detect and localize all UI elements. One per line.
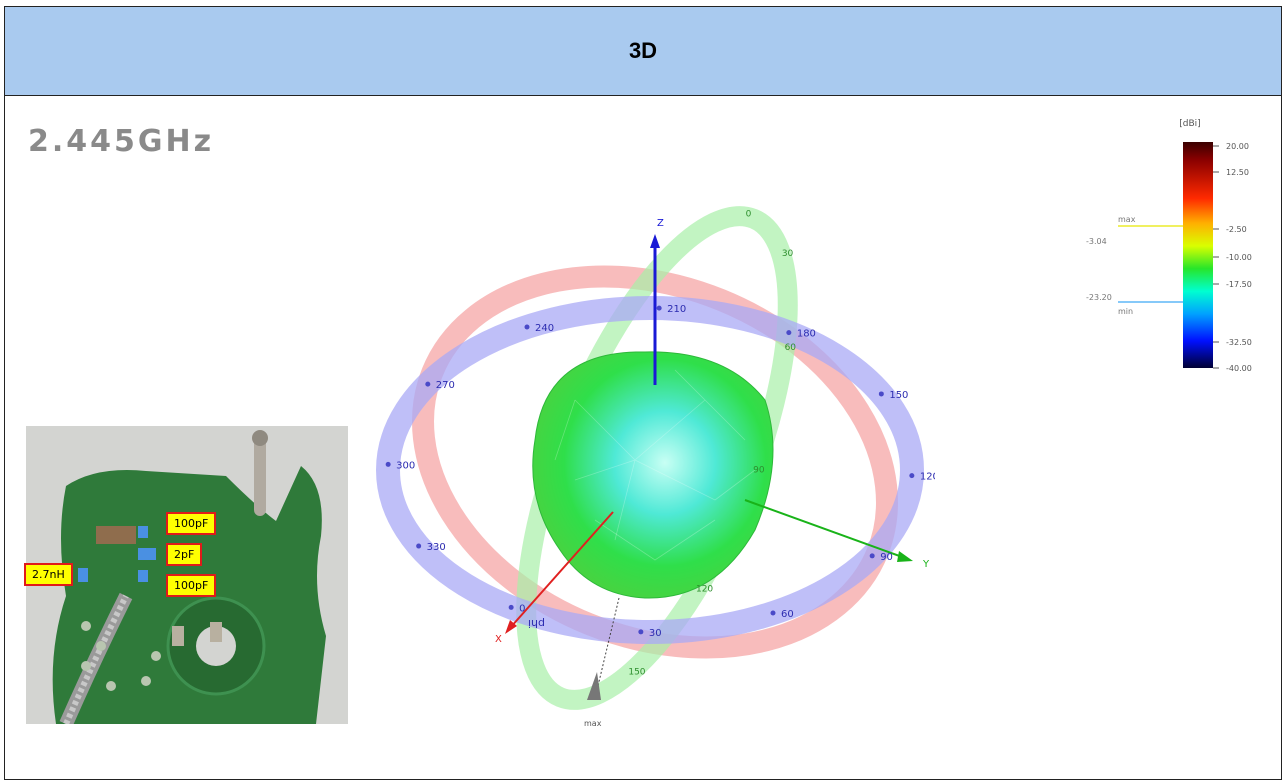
header-bar: 3D [5, 7, 1281, 96]
scale-tick-label: 20.00 [1226, 142, 1249, 151]
z-axis-arrow [650, 234, 660, 248]
phi-tick-label: 0 [519, 603, 525, 614]
phi-tick-dot [878, 391, 884, 397]
label-c2: 2pF [166, 543, 203, 566]
phi-tick-label: 300 [396, 460, 415, 471]
scale-tick-label: -2.50 [1226, 225, 1247, 234]
scale-max-label: max [1118, 215, 1136, 224]
phi-tick-dot [385, 461, 391, 467]
y-axis [744, 499, 906, 559]
scale-tick-label: 12.50 [1226, 168, 1249, 177]
phi-tick-label: 330 [427, 542, 446, 553]
phi-tick-label: 240 [535, 323, 554, 334]
y-axis-label: Y [922, 559, 930, 570]
x-axis-arrow [505, 620, 517, 634]
phi-tick-label: 210 [667, 304, 686, 315]
scale-tick-label: -10.00 [1226, 253, 1252, 262]
frequency-label: 2.445GHz [28, 124, 215, 159]
y-axis-arrow [897, 551, 913, 562]
phi-label: phi [528, 617, 545, 630]
phi-tick-label: 180 [797, 329, 816, 340]
component-c1-marker [138, 526, 148, 538]
max-marker-cone [587, 672, 601, 700]
theta-tick-label: 90 [753, 466, 765, 476]
phi-ring-ticks: 2101801501209060300330300270240 [385, 304, 939, 639]
scale-min-value: -23.20 [1086, 293, 1112, 302]
color-scale: [dBi] 20.00 12.50 -2.50 -10.00 -17.50 -32.50 -… [1080, 116, 1280, 386]
scale-tick-label: -17.50 [1226, 280, 1252, 289]
label-l1: 2.7nH [24, 563, 73, 586]
scale-gradient-bar [1183, 142, 1213, 368]
phi-tick-label: 60 [781, 609, 794, 620]
phi-tick-label: 270 [436, 380, 455, 391]
scale-min-label: min [1118, 307, 1133, 316]
surface-mesh [554, 369, 756, 561]
slide-frame: 3D [4, 6, 1282, 780]
scale-ticks: 20.00 12.50 -2.50 -10.00 -17.50 -32.50 -40.00 [1213, 142, 1252, 373]
theta-tick-label: 60 [785, 343, 797, 353]
phi-tick-dot [638, 629, 644, 635]
theta-tick-label: 120 [696, 584, 713, 594]
phi-tick-dot [909, 473, 915, 479]
label-c1: 100pF [166, 512, 217, 535]
color-scale-svg: [dBi] 20.00 12.50 -2.50 -10.00 -17.50 -32.50 -… [1086, 119, 1252, 373]
theta-tick-label: 150 [628, 667, 645, 677]
max-direction-label: max [584, 719, 602, 728]
theta-tick-label: 0 [746, 210, 752, 220]
phi-tick-label: 30 [649, 628, 662, 639]
theta-ring-ticks: 0 30 60 90 120 150 [628, 210, 796, 678]
phi-tick-dot [425, 381, 431, 387]
phi-tick-label: 150 [889, 390, 908, 401]
phi-tick-dot [508, 604, 514, 610]
theta-tick-label: 30 [782, 249, 794, 259]
page-title: 3D [628, 38, 658, 63]
phi-tick-dot [524, 324, 530, 330]
scale-tick-label: -40.00 [1226, 364, 1252, 373]
component-l1-marker [78, 568, 88, 582]
phi-tick-dot [416, 543, 422, 549]
z-axis-label: Z [657, 218, 664, 229]
radiation-surface [532, 351, 774, 599]
phi-tick-label: 120 [920, 472, 935, 483]
x-axis-label: X [495, 634, 502, 645]
component-c3-marker [138, 570, 148, 582]
phi-tick-dot [869, 553, 875, 559]
scale-unit: [dBi] [1179, 119, 1200, 129]
phi-tick-dot [786, 330, 792, 336]
phi-tick-label: 90 [880, 552, 893, 563]
phi-ring [376, 296, 924, 644]
phi-tick-dot [656, 305, 662, 311]
phi-tick-dot [770, 610, 776, 616]
scale-tick-label: -32.50 [1226, 338, 1252, 347]
label-c3: 100pF [166, 574, 217, 597]
pattern-svg: Z Y X max 210180150120906030033030027024… [376, 206, 939, 728]
radiation-pattern-3d: Z Y X max 210180150120906030033030027024… [375, 200, 939, 760]
component-c2-marker [138, 548, 156, 560]
scale-max-value: -3.04 [1086, 237, 1107, 246]
x-axis [509, 511, 614, 629]
